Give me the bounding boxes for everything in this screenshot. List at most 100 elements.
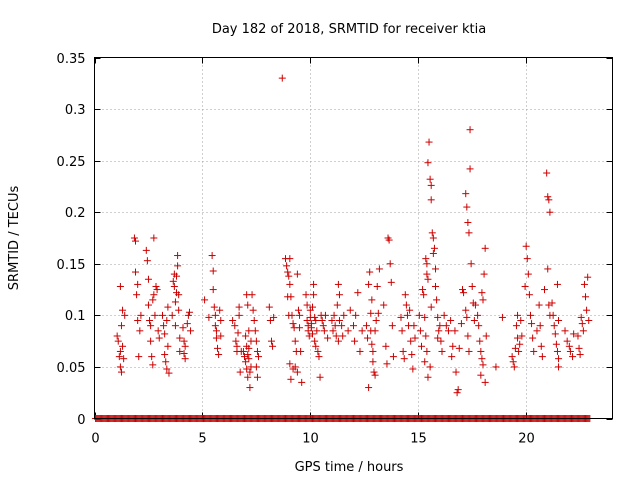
data-point xyxy=(285,311,293,319)
data-point xyxy=(321,311,329,319)
data-point xyxy=(328,317,336,325)
data-point xyxy=(543,169,551,177)
data-point xyxy=(289,365,297,373)
data-point xyxy=(116,282,124,290)
data-point xyxy=(249,306,257,314)
data-point xyxy=(387,278,395,286)
data-point xyxy=(253,347,261,355)
data-point xyxy=(420,291,428,299)
data-point xyxy=(429,249,437,257)
data-point xyxy=(544,265,552,273)
data-point xyxy=(307,324,315,332)
data-point xyxy=(116,363,124,371)
data-point xyxy=(453,389,461,397)
data-point xyxy=(236,368,244,376)
data-point xyxy=(245,327,253,335)
plot-frame xyxy=(94,57,613,419)
data-point xyxy=(144,275,152,283)
data-point xyxy=(451,327,459,335)
data-point xyxy=(468,282,476,290)
data-point xyxy=(136,327,144,335)
data-point xyxy=(401,291,409,299)
data-point xyxy=(155,334,163,342)
data-point xyxy=(164,303,172,311)
data-point xyxy=(465,229,473,237)
data-point xyxy=(385,236,393,244)
data-point xyxy=(284,268,292,276)
data-point xyxy=(574,332,582,340)
data-point xyxy=(577,313,585,321)
data-point xyxy=(369,347,377,355)
data-markers xyxy=(92,74,594,422)
data-point xyxy=(546,208,554,216)
data-point xyxy=(466,126,474,134)
data-point xyxy=(316,373,324,381)
data-point xyxy=(466,165,474,173)
data-point xyxy=(403,311,411,319)
data-point xyxy=(232,337,240,345)
data-point xyxy=(320,327,328,335)
data-point xyxy=(373,282,381,290)
data-point xyxy=(409,365,417,373)
data-point xyxy=(185,308,193,316)
data-point xyxy=(303,317,311,325)
data-point xyxy=(297,347,305,355)
data-point xyxy=(269,342,277,350)
data-point xyxy=(161,330,169,338)
data-point xyxy=(147,322,155,330)
data-point xyxy=(294,306,302,314)
data-point xyxy=(354,289,362,297)
data-point xyxy=(251,327,259,335)
data-point xyxy=(352,311,360,319)
data-point xyxy=(310,280,318,288)
x-tick-label: 15 xyxy=(410,432,427,447)
data-point xyxy=(244,301,252,309)
data-point xyxy=(474,311,482,319)
data-point xyxy=(217,317,225,325)
data-point xyxy=(552,340,560,348)
data-point xyxy=(339,332,347,340)
data-point xyxy=(120,355,128,363)
data-point xyxy=(286,280,294,288)
data-point xyxy=(132,268,140,276)
data-point xyxy=(286,255,294,263)
data-point xyxy=(430,244,438,252)
data-point xyxy=(154,327,162,335)
data-point xyxy=(583,306,591,314)
data-point xyxy=(434,313,442,321)
data-point xyxy=(174,262,182,270)
data-point xyxy=(296,324,304,332)
data-point xyxy=(117,368,125,376)
data-point xyxy=(477,371,485,379)
data-point xyxy=(340,311,348,319)
data-point xyxy=(335,291,343,299)
data-point xyxy=(149,296,157,304)
data-point xyxy=(246,368,254,376)
data-point xyxy=(312,317,320,325)
data-point xyxy=(515,347,523,355)
data-point xyxy=(163,365,171,373)
y-tick-label: 0.3 xyxy=(65,103,86,118)
data-point xyxy=(116,347,124,355)
data-point xyxy=(150,234,158,242)
data-point xyxy=(334,337,342,345)
data-point xyxy=(208,252,216,260)
data-point xyxy=(245,355,253,363)
data-point xyxy=(399,347,407,355)
data-point xyxy=(411,334,419,342)
data-point xyxy=(250,317,258,325)
data-point xyxy=(516,340,524,348)
data-point xyxy=(457,320,465,328)
data-point xyxy=(541,286,549,294)
y-tick-label: 0.1 xyxy=(65,309,86,324)
data-point xyxy=(421,313,429,321)
data-point xyxy=(365,280,373,288)
data-point xyxy=(209,286,217,294)
data-point xyxy=(455,344,463,352)
data-point xyxy=(330,311,338,319)
x-tick-label: 0 xyxy=(91,432,99,447)
data-point xyxy=(419,286,427,294)
data-point xyxy=(475,322,483,330)
data-point xyxy=(234,329,242,337)
data-point xyxy=(565,342,573,350)
